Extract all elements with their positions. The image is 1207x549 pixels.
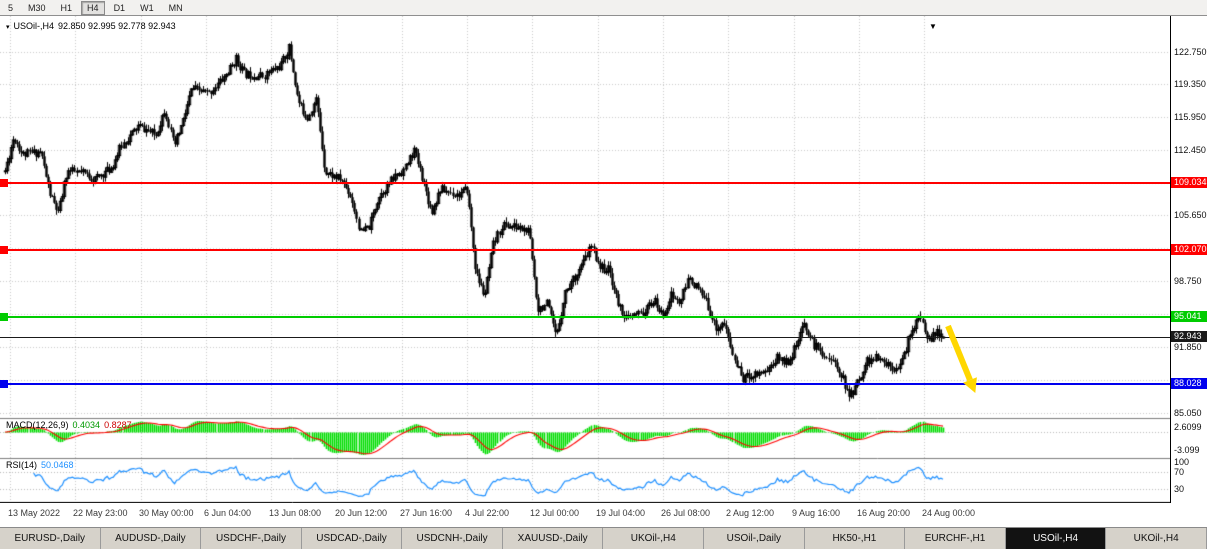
price-axis-label: 105.650 xyxy=(1174,210,1207,220)
rsi-name: RSI(14) xyxy=(6,460,38,470)
macd-signal-value: 0.8287 xyxy=(104,420,132,430)
indicator-axis-label: 30 xyxy=(1174,484,1185,494)
horizontal-line-92-943[interactable] xyxy=(0,337,1170,338)
time-axis-label: 12 Jul 00:00 xyxy=(530,508,580,518)
time-axis: 13 May 2022 22 May 23:00 30 May 00:00 6 Jun… xyxy=(0,503,1207,527)
symbol-tab-eurusd-daily[interactable]: EURUSD-,Daily xyxy=(0,528,101,549)
price-line-label-95-041: 95.041 xyxy=(1171,311,1207,322)
timeframe-button-h1[interactable]: H1 xyxy=(60,2,73,13)
hline-layer xyxy=(0,16,1170,503)
line-anchor-handle[interactable] xyxy=(0,380,8,388)
arrow-shaft xyxy=(945,324,973,382)
time-axis-label: 20 Jun 12:00 xyxy=(335,508,388,518)
symbol-name: USOil-,H4 xyxy=(13,21,55,31)
symbol-tab-usoil-daily[interactable]: USOil-,Daily xyxy=(704,528,805,549)
price-line-label-88-028: 88.028 xyxy=(1171,378,1207,389)
arrow-head xyxy=(963,377,977,393)
price-line-label-92-943: 92.943 xyxy=(1171,331,1207,342)
symbol-tab-eurchf-h1[interactable]: EURCHF-,H1 xyxy=(905,528,1006,549)
symbol-tab-usoil-h4[interactable]: USOil-,H4 xyxy=(1005,528,1107,549)
price-line-label-109-034: 109.034 xyxy=(1171,177,1207,188)
price-axis-label: 119.350 xyxy=(1174,79,1206,89)
time-axis-label: 16 Aug 20:00 xyxy=(857,508,911,518)
rsi-header: RSI(14) 50.0468 xyxy=(6,460,78,470)
time-axis-label: 27 Jun 16:00 xyxy=(400,508,453,518)
timeframe-button-mn[interactable]: MN xyxy=(168,2,183,13)
timeframe-button-w1[interactable]: W1 xyxy=(140,2,154,13)
time-axis-label: 26 Jul 08:00 xyxy=(661,508,711,518)
price-axis: 109.034 102.070 95.041 92.943 88.028 122.750 1… xyxy=(1170,16,1207,503)
ohlc-values: 92.850 92.995 92.778 92.943 xyxy=(58,21,176,31)
time-axis-label: 19 Jul 04:00 xyxy=(596,508,646,518)
symbol-dropdown-icon: ▾ xyxy=(6,24,10,31)
time-axis-label: 13 Jun 08:00 xyxy=(269,508,322,518)
time-axis-label: 13 May 2022 xyxy=(8,508,61,518)
macd-header: MACD(12,26,9) 0.4034 0.8287 xyxy=(6,420,136,430)
symbol-ohlc-header: ▾ USOil-,H4 92.850 92.995 92.778 92.943 xyxy=(6,21,180,31)
symbol-tab-ukoil-h4[interactable]: UKOil-,H4 xyxy=(603,528,705,549)
timeframe-toolbar: 5 M30 H1 H4 D1 W1 MN xyxy=(0,0,1207,16)
price-axis-label: 112.450 xyxy=(1174,145,1206,155)
time-axis-label: 2 Aug 12:00 xyxy=(726,508,775,518)
time-axis-label: 6 Jun 04:00 xyxy=(204,508,252,518)
line-anchor-handle[interactable] xyxy=(0,179,8,187)
timeframe-button-h4[interactable]: H4 xyxy=(81,0,105,15)
time-axis-label: 4 Jul 22:00 xyxy=(465,508,510,518)
chart-shift-marker-icon: ▼ xyxy=(929,22,937,31)
price-axis-label: 115.950 xyxy=(1174,112,1206,122)
time-axis-label: 24 Aug 00:00 xyxy=(922,508,976,518)
symbol-tab-ukoil-h4[interactable]: UKOil-,H4 xyxy=(1106,528,1207,549)
indicator-axis-label: 70 xyxy=(1174,467,1185,477)
price-chart-canvas[interactable] xyxy=(0,16,1170,503)
time-axis-label: 9 Aug 16:00 xyxy=(792,508,841,518)
horizontal-line-102-070[interactable] xyxy=(0,246,1170,254)
symbol-tab-usdchf-daily[interactable]: USDCHF-,Daily xyxy=(201,528,302,549)
time-axis-label: 22 May 23:00 xyxy=(73,508,128,518)
price-axis-label: 91.850 xyxy=(1174,342,1202,352)
macd-name: MACD(12,26,9) xyxy=(6,420,69,430)
price-axis-label: 122.750 xyxy=(1174,47,1207,57)
timeframe-button-5[interactable]: 5 xyxy=(8,2,14,13)
symbol-tab-usdcad-daily[interactable]: USDCAD-,Daily xyxy=(302,528,403,549)
sell-arrow-annotation[interactable] xyxy=(938,322,986,398)
line-anchor-handle[interactable] xyxy=(0,313,8,321)
price-line-label-102-070: 102.070 xyxy=(1171,244,1207,255)
chart-area: ▾ USOil-,H4 92.850 92.995 92.778 92.943 MA… xyxy=(0,16,1170,503)
horizontal-line-109-034[interactable] xyxy=(0,179,1170,187)
rsi-value: 50.0468 xyxy=(41,460,74,470)
horizontal-line-88-028[interactable] xyxy=(0,380,1170,388)
indicator-axis-label: 2.6099 xyxy=(1174,422,1202,432)
horizontal-line-95-041[interactable] xyxy=(0,313,1170,321)
time-axis-label: 30 May 00:00 xyxy=(139,508,194,518)
symbol-tab-audusd-daily[interactable]: AUDUSD-,Daily xyxy=(101,528,202,549)
price-axis-label: 98.750 xyxy=(1174,276,1202,286)
macd-main-value: 0.4034 xyxy=(72,420,101,430)
timeframe-button-d1[interactable]: D1 xyxy=(113,2,126,13)
timeframe-button-m30[interactable]: M30 xyxy=(28,2,46,13)
symbol-tab-xauusd-daily[interactable]: XAUUSD-,Daily xyxy=(503,528,604,549)
indicator-axis-label: -3.099 xyxy=(1174,445,1200,455)
symbol-tab-hk50-h1[interactable]: HK50-,H1 xyxy=(805,528,906,549)
line-anchor-handle[interactable] xyxy=(0,246,8,254)
symbol-tab-bar: EURUSD-,Daily AUDUSD-,Daily USDCHF-,Daily U… xyxy=(0,527,1207,549)
price-axis-label: 85.050 xyxy=(1174,408,1202,418)
indicator-axis-label: 100 xyxy=(1174,457,1190,467)
symbol-tab-usdcnh-daily[interactable]: USDCNH-,Daily xyxy=(402,528,503,549)
